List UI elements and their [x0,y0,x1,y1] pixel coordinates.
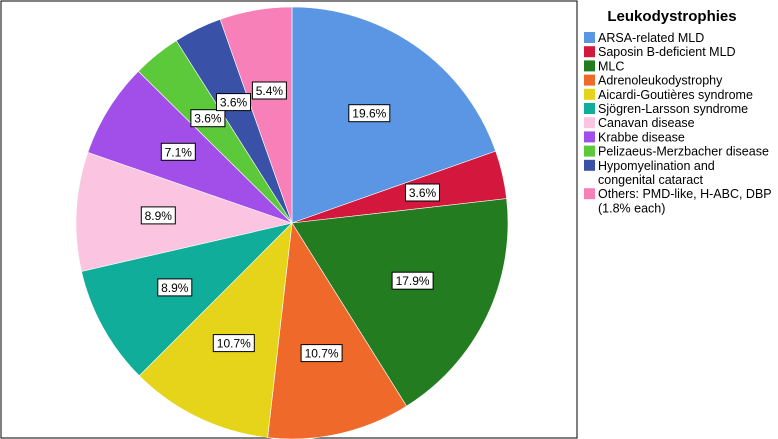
slice-label-text: 5.4% [256,84,284,98]
legend-item: ARSA-related MLD [584,31,704,45]
legend-swatch [584,117,595,129]
pie-slices [75,6,509,439]
legend-label: Saposin B-deficient MLD [598,45,736,59]
legend-label: Sjögren-Larsson syndrome [598,102,748,116]
slice-label-text: 8.9% [145,209,173,223]
legend-item: Sjögren-Larsson syndrome [584,102,748,116]
slice-labels: 19.6% 3.6% 17.9% 10.7% 10.7% 8.9% 8.9% 7.1% 3.6%… [140,81,440,363]
slice-label-text: 19.6% [352,107,386,121]
legend-item: Krabbe disease [584,130,685,144]
legend-swatch [584,159,595,171]
legend-label: Others: PMD-like, H-ABC, DBP [598,187,772,201]
legend-label: Hypomyelination and [598,159,715,173]
legend-swatch [584,32,595,43]
slice-label: 3.6% [216,93,251,112]
legend-label: (1.8% each) [598,201,665,215]
legend-item: Pelizaeus-Merzbacher disease [584,145,769,159]
slice-label: 3.6% [405,183,440,202]
slice-label: 5.4% [251,81,287,100]
legend-label: ARSA-related MLD [598,31,704,45]
pie-slice [219,6,293,224]
slice-label-box [348,104,391,123]
slice-label-box [251,81,287,100]
slice-label-box [212,334,255,353]
slice-label-text: 17.9% [396,274,430,288]
legend-swatch [584,46,595,58]
legend-label: congenital cataract [598,173,703,187]
slice-label-text: 3.6% [409,186,437,200]
legend-swatch [584,74,595,86]
slice-label: 8.9% [157,278,193,297]
legend-swatch [584,145,595,157]
legend-item: Others: PMD-like, H-ABC, DBP(1.8% each) [584,187,772,215]
slice-label: 7.1% [160,142,196,161]
pie-slice [75,152,294,272]
legend-swatch [584,188,595,200]
slice-label: 3.6% [190,109,226,128]
legend-label: Krabbe disease [598,130,685,144]
legend-item: Saposin B-deficient MLD [584,45,736,59]
legend: Leukodystrophies ARSA-related MLDSaposin… [584,8,772,215]
slice-label-box [216,93,251,112]
slice-label-text: 10.7% [217,337,251,351]
slice-label-text: 3.6% [194,112,222,126]
legend-label: Aicardi-Goutières syndrome [598,88,753,102]
pie-slice [291,198,509,407]
slice-label-box [391,271,434,290]
slice-label-box [405,183,440,202]
legend-swatch [584,131,595,143]
legend-item: Adrenoleukodystrophy [584,74,723,88]
slice-label: 10.7% [212,334,255,353]
slice-label: 10.7% [300,344,343,363]
legend-swatch [584,88,595,100]
slice-label-text: 3.6% [220,96,248,110]
slice-label: 17.9% [391,271,434,290]
slice-label-box [140,206,176,225]
legend-label: Pelizaeus-Merzbacher disease [598,145,769,159]
slice-label-text: 8.9% [161,281,189,295]
slice-label-box [190,109,226,128]
pie-slice [81,222,293,377]
legend-swatch [584,60,595,72]
legend-label: Adrenoleukodystrophy [598,74,723,88]
legend-item: Aicardi-Goutières syndrome [584,88,753,102]
slice-label-box [300,344,343,363]
pie-slice [138,222,293,438]
slice-label-text: 7.1% [165,145,193,159]
slice-label-text: 10.7% [305,347,339,361]
slice-label-box [157,278,193,297]
legend-label: MLC [598,59,624,73]
legend-item: Canavan disease [584,116,695,130]
slice-label-box [160,142,196,161]
slice-label: 19.6% [348,104,391,123]
pie-slice [267,222,408,439]
legend-item: MLC [584,59,624,73]
slice-label: 8.9% [140,206,176,225]
legend-title: Leukodystrophies [607,8,736,25]
legend-label: Canavan disease [598,116,695,130]
legend-swatch [584,103,595,114]
